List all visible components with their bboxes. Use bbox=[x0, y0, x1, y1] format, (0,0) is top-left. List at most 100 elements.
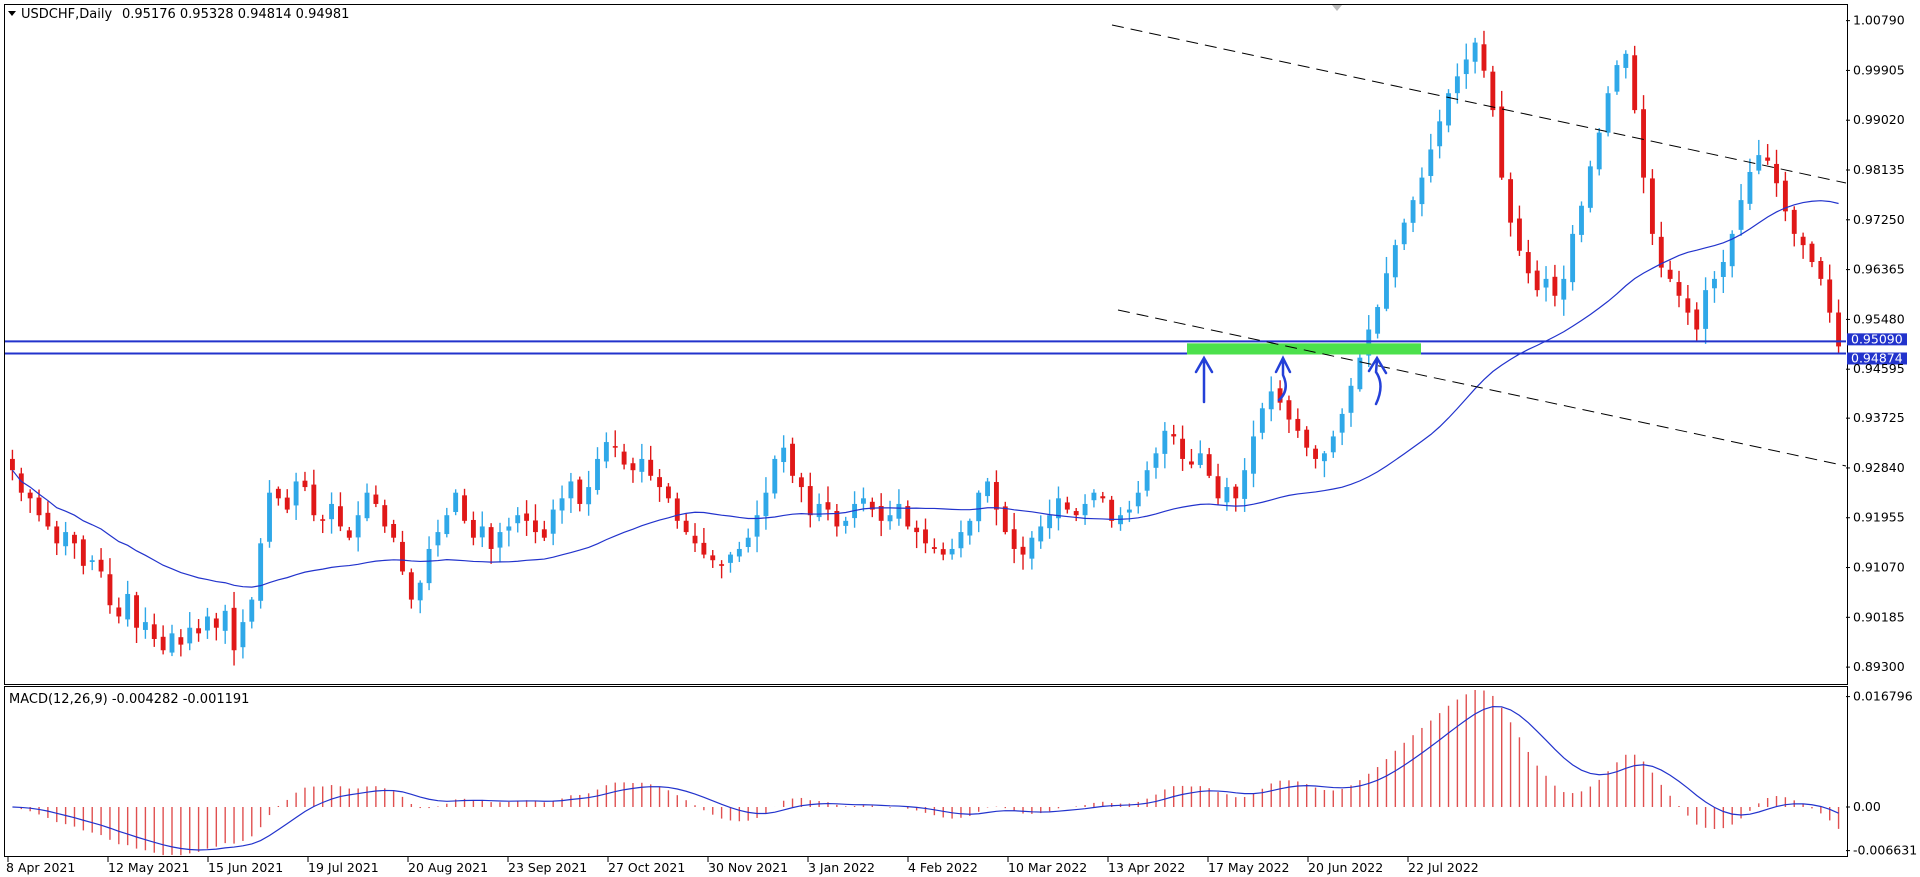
candle-body bbox=[1641, 109, 1646, 178]
macd-panel bbox=[4, 686, 1848, 857]
candle-body bbox=[577, 479, 583, 504]
candle-body bbox=[497, 532, 503, 548]
candle-body bbox=[772, 458, 778, 494]
candle-body bbox=[1251, 436, 1256, 474]
candle-body bbox=[151, 624, 157, 639]
macd-y-tick-label: 0.016796 bbox=[1853, 689, 1913, 704]
candle-body bbox=[1614, 65, 1620, 92]
candle-body bbox=[98, 559, 104, 572]
candle-body bbox=[710, 555, 716, 561]
candle-body bbox=[940, 549, 946, 555]
candle-body bbox=[1375, 307, 1381, 334]
candle-body bbox=[9, 458, 15, 471]
candle-body bbox=[807, 486, 813, 516]
candle-body bbox=[373, 494, 379, 504]
candle-body bbox=[1729, 233, 1735, 267]
candle-body bbox=[1827, 279, 1833, 313]
candle-body bbox=[479, 526, 485, 538]
candle-body bbox=[621, 451, 627, 465]
candle-body bbox=[993, 482, 999, 510]
candle-body bbox=[302, 480, 308, 488]
candle-body bbox=[1481, 44, 1487, 71]
x-tick-label: 23 Sep 2021 bbox=[508, 860, 587, 875]
candle-body bbox=[1100, 496, 1106, 499]
symbol-dropdown-icon[interactable] bbox=[8, 11, 16, 16]
candle-body bbox=[1242, 470, 1248, 499]
y-tick-label: 0.91955 bbox=[1853, 510, 1905, 525]
candle-body bbox=[905, 506, 911, 527]
candle-body bbox=[1206, 454, 1212, 476]
candle-body bbox=[843, 520, 849, 526]
candle-body bbox=[1472, 42, 1478, 62]
candle-body bbox=[1224, 487, 1230, 503]
candle-body bbox=[1738, 200, 1744, 230]
candle-body bbox=[80, 539, 86, 566]
symbol-label: USDCHF,Daily bbox=[21, 7, 112, 22]
trend-line-upper bbox=[1111, 24, 1847, 184]
candle-body bbox=[1499, 106, 1505, 178]
candle-body bbox=[27, 492, 33, 499]
candle-body bbox=[1632, 55, 1638, 111]
candle-body bbox=[63, 532, 69, 547]
candle-body bbox=[1703, 290, 1709, 329]
candle-body bbox=[1747, 171, 1753, 204]
candle-body bbox=[1091, 492, 1097, 501]
candle-body bbox=[1268, 391, 1274, 410]
candle-body bbox=[763, 492, 769, 517]
candle-body bbox=[1525, 252, 1531, 274]
candle-body bbox=[896, 503, 902, 519]
candle-body bbox=[346, 530, 352, 538]
support-zone bbox=[1187, 343, 1421, 355]
candle-body bbox=[1836, 312, 1842, 347]
candle-body bbox=[240, 622, 246, 648]
candle-body bbox=[1756, 155, 1762, 171]
candle-body bbox=[107, 574, 113, 606]
candle-body bbox=[861, 498, 866, 504]
candle-body bbox=[470, 519, 476, 538]
candle-body bbox=[1189, 461, 1194, 465]
y-tick-label: 0.91070 bbox=[1853, 560, 1905, 575]
candle-body bbox=[834, 510, 840, 527]
candle-body bbox=[1171, 434, 1177, 437]
x-tick-label: 20 Aug 2021 bbox=[408, 860, 488, 875]
y-tick-label: 0.98135 bbox=[1853, 162, 1905, 177]
candle-body bbox=[426, 548, 432, 584]
candle-body bbox=[1676, 282, 1682, 296]
candle-body bbox=[1543, 278, 1549, 288]
candle-body bbox=[196, 628, 202, 634]
price-label: 0.94874 bbox=[1851, 350, 1903, 365]
candle-body bbox=[506, 526, 512, 531]
candle-body bbox=[1649, 178, 1655, 234]
candle-body bbox=[674, 498, 680, 521]
candle-body bbox=[36, 497, 42, 516]
candle-body bbox=[595, 458, 600, 490]
candle-body bbox=[355, 515, 361, 538]
candle-body bbox=[1153, 453, 1159, 468]
x-tick-label: 20 Jun 2022 bbox=[1308, 860, 1383, 875]
candle-body bbox=[116, 607, 122, 617]
candle-body bbox=[1428, 149, 1434, 176]
candle-body bbox=[1490, 71, 1496, 111]
candle-body bbox=[54, 526, 60, 544]
candle-body bbox=[816, 503, 822, 518]
x-tick-label: 22 Jul 2022 bbox=[1408, 860, 1479, 875]
candle-body bbox=[524, 513, 530, 521]
candle-body bbox=[1570, 233, 1576, 283]
candle-body bbox=[541, 529, 547, 538]
y-tick-label: 0.99905 bbox=[1853, 62, 1905, 77]
candle-body bbox=[408, 572, 414, 600]
candle-body bbox=[745, 537, 751, 548]
scroll-marker-icon[interactable] bbox=[1332, 5, 1342, 11]
candle-body bbox=[1233, 486, 1239, 499]
price-label-box bbox=[1847, 333, 1907, 346]
candle-body bbox=[1011, 529, 1017, 549]
candle-body bbox=[683, 520, 689, 533]
candle-body bbox=[1082, 503, 1088, 516]
candle-body bbox=[1029, 537, 1035, 559]
candle-body bbox=[1534, 270, 1540, 291]
macd-layer bbox=[12, 689, 1840, 856]
trend-line-lower bbox=[1117, 309, 1847, 467]
candle-body bbox=[958, 532, 964, 549]
candle-body bbox=[1073, 511, 1079, 516]
